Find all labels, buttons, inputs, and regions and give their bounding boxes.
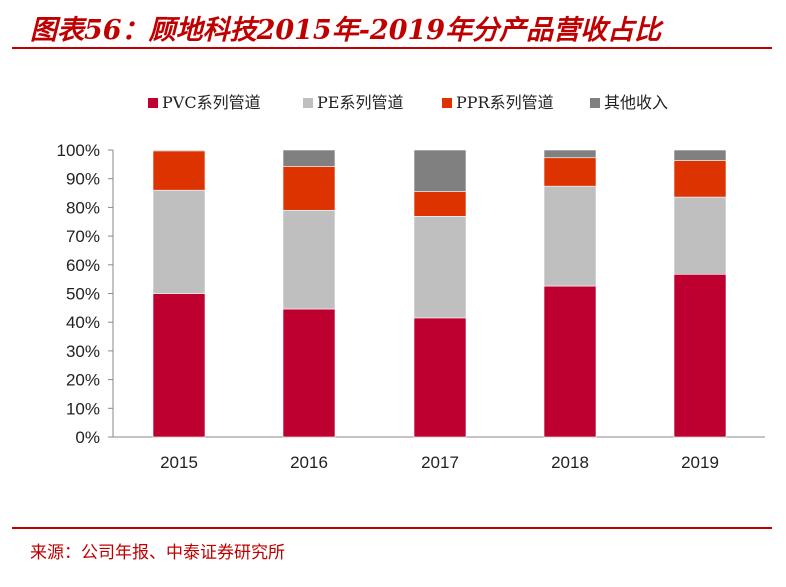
legend-label: 其他收入 <box>604 93 668 112</box>
legend-swatch <box>590 98 600 108</box>
legend-swatch <box>442 98 452 108</box>
y-tick-label: 50% <box>66 285 100 304</box>
bar-segment <box>282 149 336 167</box>
x-tick-label: 2015 <box>160 453 198 472</box>
title-divider <box>12 47 772 49</box>
source-divider <box>12 527 772 529</box>
y-tick-label: 20% <box>66 371 100 390</box>
legend-swatch <box>148 98 158 108</box>
legend-swatch <box>303 98 313 108</box>
bar-segment <box>152 189 206 294</box>
bar-segment <box>152 150 206 191</box>
y-tick-label: 30% <box>66 342 100 361</box>
bar-segment <box>413 149 467 192</box>
bar-segment <box>543 157 597 187</box>
y-tick-label: 80% <box>66 198 100 217</box>
y-tick-label: 100% <box>57 141 100 160</box>
bar-segment <box>673 149 727 161</box>
bar-segment <box>282 308 336 438</box>
source-note: 来源：公司年报、中泰证券研究所 <box>30 543 285 563</box>
bar-segment <box>543 149 597 159</box>
bar-segment <box>543 285 597 438</box>
bar-segment <box>673 273 727 438</box>
y-tick-label: 70% <box>66 227 100 246</box>
bar-segment <box>152 293 206 438</box>
bar-segment <box>282 166 336 211</box>
y-tick-label: 0% <box>75 428 100 447</box>
bar-segment <box>152 149 206 152</box>
x-tick-label: 2018 <box>551 453 589 472</box>
bar-segment <box>413 191 467 217</box>
bar-segment <box>673 160 727 198</box>
y-tick-label: 60% <box>66 256 100 275</box>
bar-segment <box>282 209 336 310</box>
bar-segment <box>673 196 727 275</box>
bar-segment <box>413 317 467 438</box>
y-tick-label: 40% <box>66 313 100 332</box>
x-tick-label: 2017 <box>421 453 459 472</box>
x-tick-label: 2019 <box>681 453 719 472</box>
y-tick-label: 10% <box>66 399 100 418</box>
bar-segment <box>543 185 597 287</box>
legend-label: PVC系列管道 <box>162 93 261 112</box>
chart-title: 图表56：顾地科技2015年-2019年分产品营收占比 <box>30 15 662 46</box>
legend-label: PE系列管道 <box>317 93 403 112</box>
x-tick-label: 2016 <box>290 453 328 472</box>
legend-label: PPR系列管道 <box>456 93 554 112</box>
bar-segment <box>413 215 467 319</box>
y-tick-label: 90% <box>66 170 100 189</box>
